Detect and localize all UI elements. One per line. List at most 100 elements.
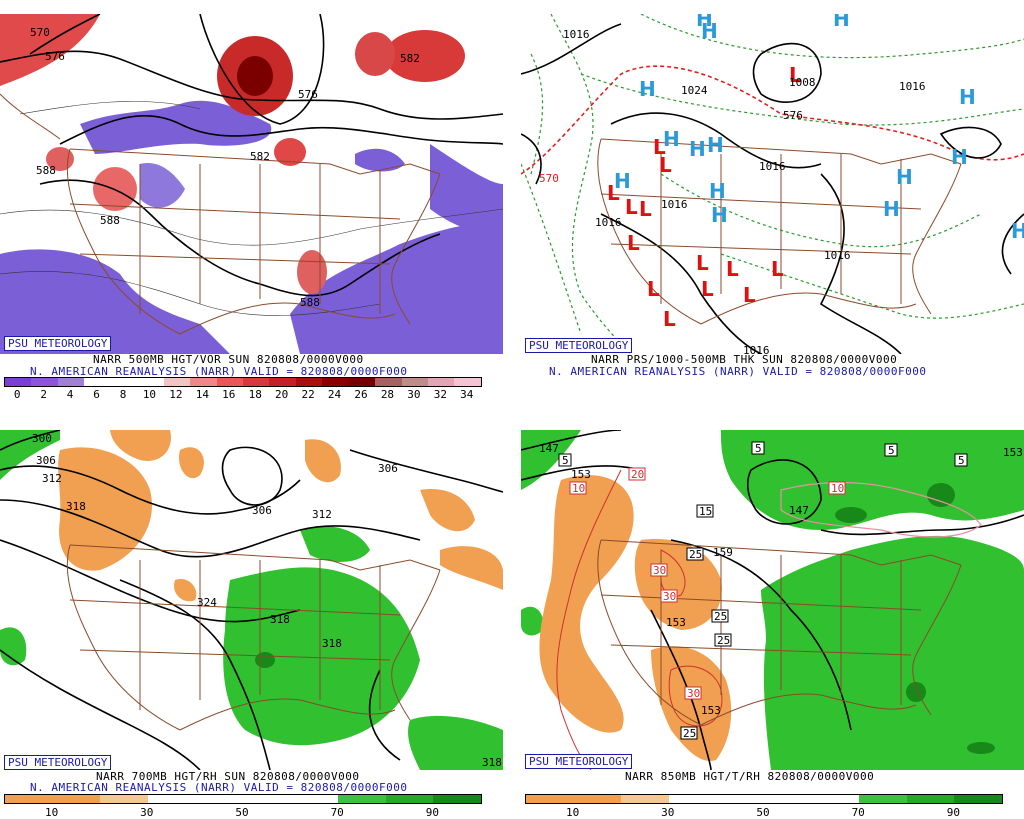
scale-tick-label: 18 — [248, 388, 262, 401]
scale-swatch — [52, 795, 101, 803]
scale-swatch — [242, 795, 291, 803]
isobar-label: 1016 — [563, 28, 590, 41]
scale-swatch — [668, 795, 717, 803]
contour-label-8: 588 — [100, 214, 120, 227]
height-contour-153-south — [650, 609, 712, 770]
isobar-1016-south — [600, 213, 762, 354]
scale-swatch — [454, 378, 481, 386]
low-pressure-symbol: L — [639, 197, 652, 221]
high-pressure-symbol: H — [639, 77, 656, 101]
thickness-label: 576 — [783, 109, 803, 122]
scale-tick-label: 24 — [327, 388, 342, 401]
scale-tick-label: 14 — [195, 388, 209, 401]
low-pressure-symbol: L — [659, 153, 672, 177]
height-contour-588 — [39, 179, 441, 297]
dry-area-north — [179, 447, 204, 479]
high-pressure-symbol: H — [614, 169, 631, 193]
map-border-gulf — [179, 302, 396, 335]
isobar-label: 1016 — [824, 249, 851, 262]
moist-area-lakes — [300, 526, 370, 562]
svg-text:25: 25 — [717, 634, 730, 647]
scale-swatch — [716, 795, 764, 803]
temp-label-box: 15 — [696, 504, 714, 518]
contour-label-153b: 153 — [666, 616, 686, 629]
panel-700mb-rh: 300 306 312 318 306 312 306 324 318 318 … — [0, 417, 503, 819]
temp-label-box: 20 — [628, 467, 646, 481]
height-contour-low — [221, 446, 283, 506]
scale-swatch — [84, 378, 111, 386]
vorticity-scale-ticks: 0 2 4 6 8 10 12 14 16 18 20 22 24 26 28 30 32 34 — [4, 388, 480, 401]
scale-swatch — [195, 795, 243, 803]
contour-label-1: 570 — [30, 26, 50, 39]
map-surface: H H H H H H H H H H H H H H H L L L — [521, 14, 1024, 354]
scale-swatch — [216, 378, 243, 386]
svg-text:5: 5 — [755, 442, 762, 455]
scale-tick-label: 22 — [301, 388, 315, 401]
isotherm-20 — [556, 469, 622, 770]
map-surface-graphic: H H H H H H H H H H H H H H H L L L — [521, 14, 1024, 354]
moist-area-east — [761, 535, 1024, 770]
contour-label-318: 318 — [66, 500, 86, 513]
vort-pos-center-ontario — [274, 138, 306, 166]
scale-swatch — [163, 378, 191, 386]
scale-swatch — [385, 795, 434, 803]
svg-text:5: 5 — [562, 454, 569, 467]
high-pressure-symbol: H — [707, 133, 724, 157]
moist-area-pacific — [521, 606, 544, 636]
scale-swatch — [110, 378, 138, 386]
vorticity-color-scale — [4, 377, 482, 387]
high-pressure-symbol: H — [1011, 219, 1024, 243]
svg-text:20: 20 — [631, 468, 644, 481]
high-pressure-symbol: H — [711, 203, 728, 227]
vort-pos-center-labrador — [385, 30, 465, 82]
isobar-ring-east — [939, 126, 1002, 159]
scale-swatch — [811, 795, 860, 803]
scale-tick-label: 16 — [222, 388, 236, 401]
low-pressure-symbol: L — [625, 195, 638, 219]
vort-neg-area-east — [290, 222, 503, 354]
chart-caption-line2: N. AMERICAN REANALYSIS (NARR) VALID = 82… — [30, 781, 408, 794]
scale-tick-label: 30 — [407, 388, 421, 401]
scale-swatch — [137, 378, 164, 386]
height-contour-582 — [59, 115, 503, 145]
map-700mb-graphic: 300 306 312 318 306 312 306 324 318 318 … — [0, 430, 503, 770]
height-contour-324 — [119, 579, 271, 770]
dry-area-atlantic — [440, 546, 503, 590]
scale-swatch — [763, 795, 812, 803]
scale-swatch — [375, 378, 402, 386]
contour-label-306b: 306 — [252, 504, 272, 517]
height-contour-ring — [199, 14, 325, 125]
contour-label-2: 576 — [45, 50, 65, 63]
svg-text:25: 25 — [689, 548, 702, 561]
scale-swatch — [338, 795, 386, 803]
chart-caption-line2: N. AMERICAN REANALYSIS (NARR) VALID = 82… — [30, 365, 408, 378]
contour-label-306: 306 — [36, 454, 56, 467]
scale-tick-label: 70 — [851, 806, 865, 819]
scale-tick-label: 32 — [433, 388, 447, 401]
vort-neg-area-lakes — [355, 148, 405, 172]
scale-tick-label: 70 — [330, 806, 344, 819]
scale-swatch — [147, 795, 196, 803]
vort-pos-center-gulf — [297, 250, 327, 294]
svg-text:15: 15 — [699, 505, 712, 518]
high-pressure-symbol: H — [696, 14, 713, 31]
svg-text:10: 10 — [831, 482, 844, 495]
dry-area-south — [651, 646, 732, 761]
psu-meteorology-badge: PSU METEOROLOGY — [525, 754, 633, 769]
dry-area-ne — [305, 439, 341, 483]
low-pressure-symbol: L — [647, 277, 660, 301]
scale-swatch — [295, 378, 323, 386]
svg-text:30: 30 — [653, 564, 666, 577]
scale-tick-label: 6 — [93, 388, 100, 401]
scale-swatch — [100, 795, 148, 803]
psu-meteorology-badge: PSU METEOROLOGY — [525, 338, 633, 353]
psu-meteorology-badge: PSU METEOROLOGY — [4, 755, 112, 770]
low-pressure-symbol: L — [743, 283, 756, 307]
high-pressure-symbol: H — [689, 137, 706, 161]
isobar-label: 1016 — [759, 160, 786, 173]
vort-pos-area-nw — [0, 14, 100, 86]
isotherm-30 — [660, 549, 686, 597]
height-contour-159 — [670, 539, 852, 731]
scale-swatch — [954, 795, 1002, 803]
contour-label-159: 159 — [713, 546, 733, 559]
